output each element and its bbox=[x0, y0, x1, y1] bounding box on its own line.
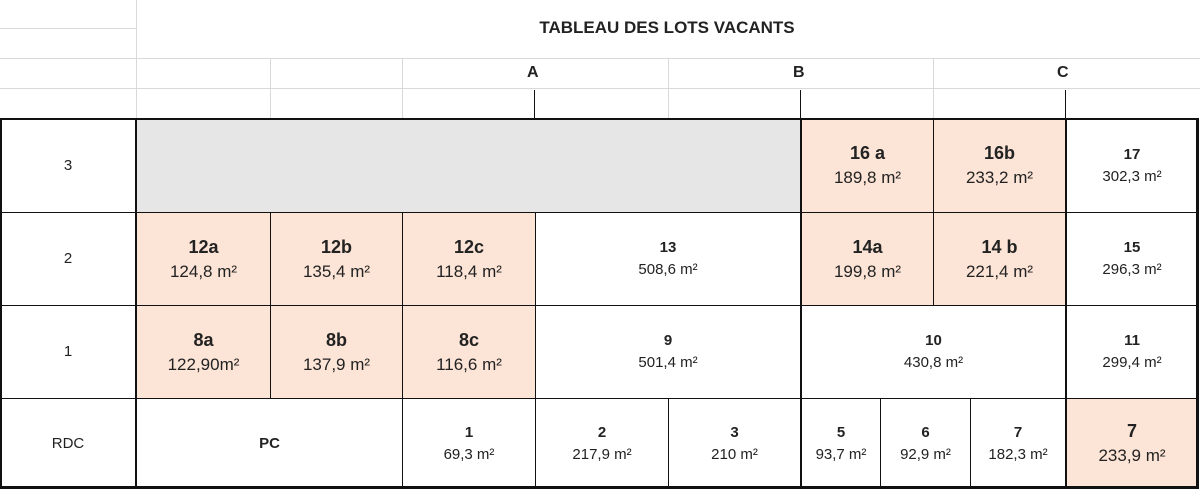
lot-number: 12c bbox=[453, 236, 485, 257]
section-marker-a bbox=[534, 90, 535, 118]
lot-cell: 2 217,9 m² bbox=[535, 398, 669, 489]
floor-label: 3 bbox=[0, 118, 137, 213]
lot-number: 8a bbox=[193, 329, 214, 350]
lot-number: 5 bbox=[836, 423, 846, 441]
lot-number: 3 bbox=[730, 423, 739, 441]
lot-area: 199,8 m² bbox=[833, 261, 902, 281]
lot-number: 9 bbox=[663, 332, 673, 350]
gridline bbox=[0, 88, 1200, 89]
lot-area: 116,6 m² bbox=[436, 354, 502, 374]
section-label-b: B bbox=[793, 64, 805, 81]
lot-area: 233,9 m² bbox=[1098, 446, 1166, 466]
section-marker-b bbox=[800, 90, 801, 118]
lot-cell: 11 299,4 m² bbox=[1065, 305, 1199, 399]
lot-cell: 15 296,3 m² bbox=[1065, 212, 1199, 306]
gridline bbox=[0, 28, 136, 29]
lot-number: 14 b bbox=[981, 236, 1018, 257]
gridline bbox=[402, 58, 403, 118]
section-marker-c bbox=[1065, 90, 1066, 118]
lot-area: 93,7 m² bbox=[815, 445, 867, 463]
lot-cell: 16b 233,2 m² bbox=[933, 118, 1066, 213]
gridline bbox=[933, 58, 934, 118]
lot-area: 302,3 m² bbox=[1102, 167, 1162, 185]
lot-area: 124,8 m² bbox=[169, 261, 238, 281]
lot-cell: 10 430,8 m² bbox=[800, 305, 1066, 399]
lot-area: 137,9 m² bbox=[302, 354, 371, 374]
lot-cell: 6 92,9 m² bbox=[880, 398, 971, 489]
lot-area: 430,8 m² bbox=[903, 354, 964, 371]
floor-label: 2 bbox=[0, 212, 137, 306]
lot-cell: 9 501,4 m² bbox=[535, 305, 801, 399]
lot-number: 7 bbox=[1013, 423, 1023, 441]
lot-number: PC bbox=[259, 434, 280, 452]
lot-area: 69,3 m² bbox=[443, 445, 495, 463]
lot-number: 7 bbox=[1126, 421, 1137, 442]
lot-area: 118,4 m² bbox=[436, 261, 502, 281]
lot-number: 13 bbox=[659, 239, 677, 257]
lot-cell: 8c 116,6 m² bbox=[402, 305, 536, 399]
lot-cell: 14 b 221,4 m² bbox=[933, 212, 1066, 306]
lot-number: 8b bbox=[325, 329, 347, 350]
lot-cell: 8b 137,9 m² bbox=[270, 305, 403, 399]
lot-cell: 3 210 m² bbox=[668, 398, 801, 489]
lot-area: 299,4 m² bbox=[1102, 354, 1162, 371]
lot-area: 189,8 m² bbox=[833, 168, 902, 188]
lot-area: 217,9 m² bbox=[572, 445, 632, 463]
floor-label-text: 3 bbox=[63, 156, 73, 174]
lot-cell: 12a 124,8 m² bbox=[136, 212, 271, 306]
lot-cell: 7 233,9 m² bbox=[1065, 398, 1199, 489]
lot-area: 501,4 m² bbox=[638, 354, 698, 371]
section-label-c: C bbox=[1057, 64, 1069, 81]
lot-area: 182,3 m² bbox=[988, 445, 1048, 463]
lot-cell: 16 a 189,8 m² bbox=[800, 118, 934, 213]
gridline bbox=[0, 58, 1200, 59]
page-title: TABLEAU DES LOTS VACANTS bbox=[539, 18, 795, 37]
lot-number: 12b bbox=[320, 236, 353, 257]
lot-number: 16 a bbox=[849, 143, 886, 164]
lot-cell: 13 508,6 m² bbox=[535, 212, 801, 306]
floor-label: 1 bbox=[0, 305, 137, 399]
lot-number: 14a bbox=[852, 236, 883, 257]
lot-number: 12a bbox=[188, 236, 219, 257]
lot-cell: 1 69,3 m² bbox=[402, 398, 536, 489]
gridline bbox=[136, 0, 137, 118]
lot-number: 11 bbox=[1124, 332, 1140, 350]
lot-area: 135,4 m² bbox=[302, 261, 371, 281]
lot-cell: 8a 122,90m² bbox=[136, 305, 271, 399]
lot-number: 8c bbox=[458, 329, 480, 350]
lot-cell: 12b 135,4 m² bbox=[270, 212, 403, 306]
lot-number: 17 bbox=[1123, 145, 1141, 163]
lot-cell: 12c 118,4 m² bbox=[402, 212, 536, 306]
lot-cell: PC bbox=[136, 398, 403, 489]
lot-area: 296,3 m² bbox=[1102, 261, 1162, 278]
lot-cell: 14a 199,8 m² bbox=[800, 212, 934, 306]
floor-label-text: 1 bbox=[63, 343, 73, 361]
lot-area: 233,2 m² bbox=[965, 168, 1034, 188]
lot-area: 92,9 m² bbox=[900, 445, 951, 463]
lot-area: 210 m² bbox=[711, 445, 758, 463]
lot-area: 221,4 m² bbox=[965, 261, 1034, 281]
lot-number: 2 bbox=[597, 423, 607, 441]
floor-label-text: RDC bbox=[51, 434, 85, 452]
lot-number: 10 bbox=[925, 332, 942, 350]
lot-number: 1 bbox=[464, 423, 474, 441]
lot-area: 508,6 m² bbox=[638, 261, 698, 278]
lot-cell: 17 302,3 m² bbox=[1065, 118, 1199, 213]
lot-area: 122,90m² bbox=[167, 354, 240, 374]
floor-label: RDC bbox=[0, 398, 137, 489]
gridline bbox=[270, 58, 271, 118]
unavailable-area bbox=[136, 118, 801, 213]
lot-number: 16b bbox=[983, 143, 1016, 164]
floor-label-text: 2 bbox=[63, 250, 73, 268]
gridline bbox=[668, 58, 669, 118]
lot-number: 15 bbox=[1123, 239, 1141, 257]
section-label-a: A bbox=[527, 64, 539, 81]
lot-cell: 7 182,3 m² bbox=[970, 398, 1066, 489]
lot-number: 6 bbox=[921, 423, 930, 441]
lot-cell: 5 93,7 m² bbox=[800, 398, 881, 489]
